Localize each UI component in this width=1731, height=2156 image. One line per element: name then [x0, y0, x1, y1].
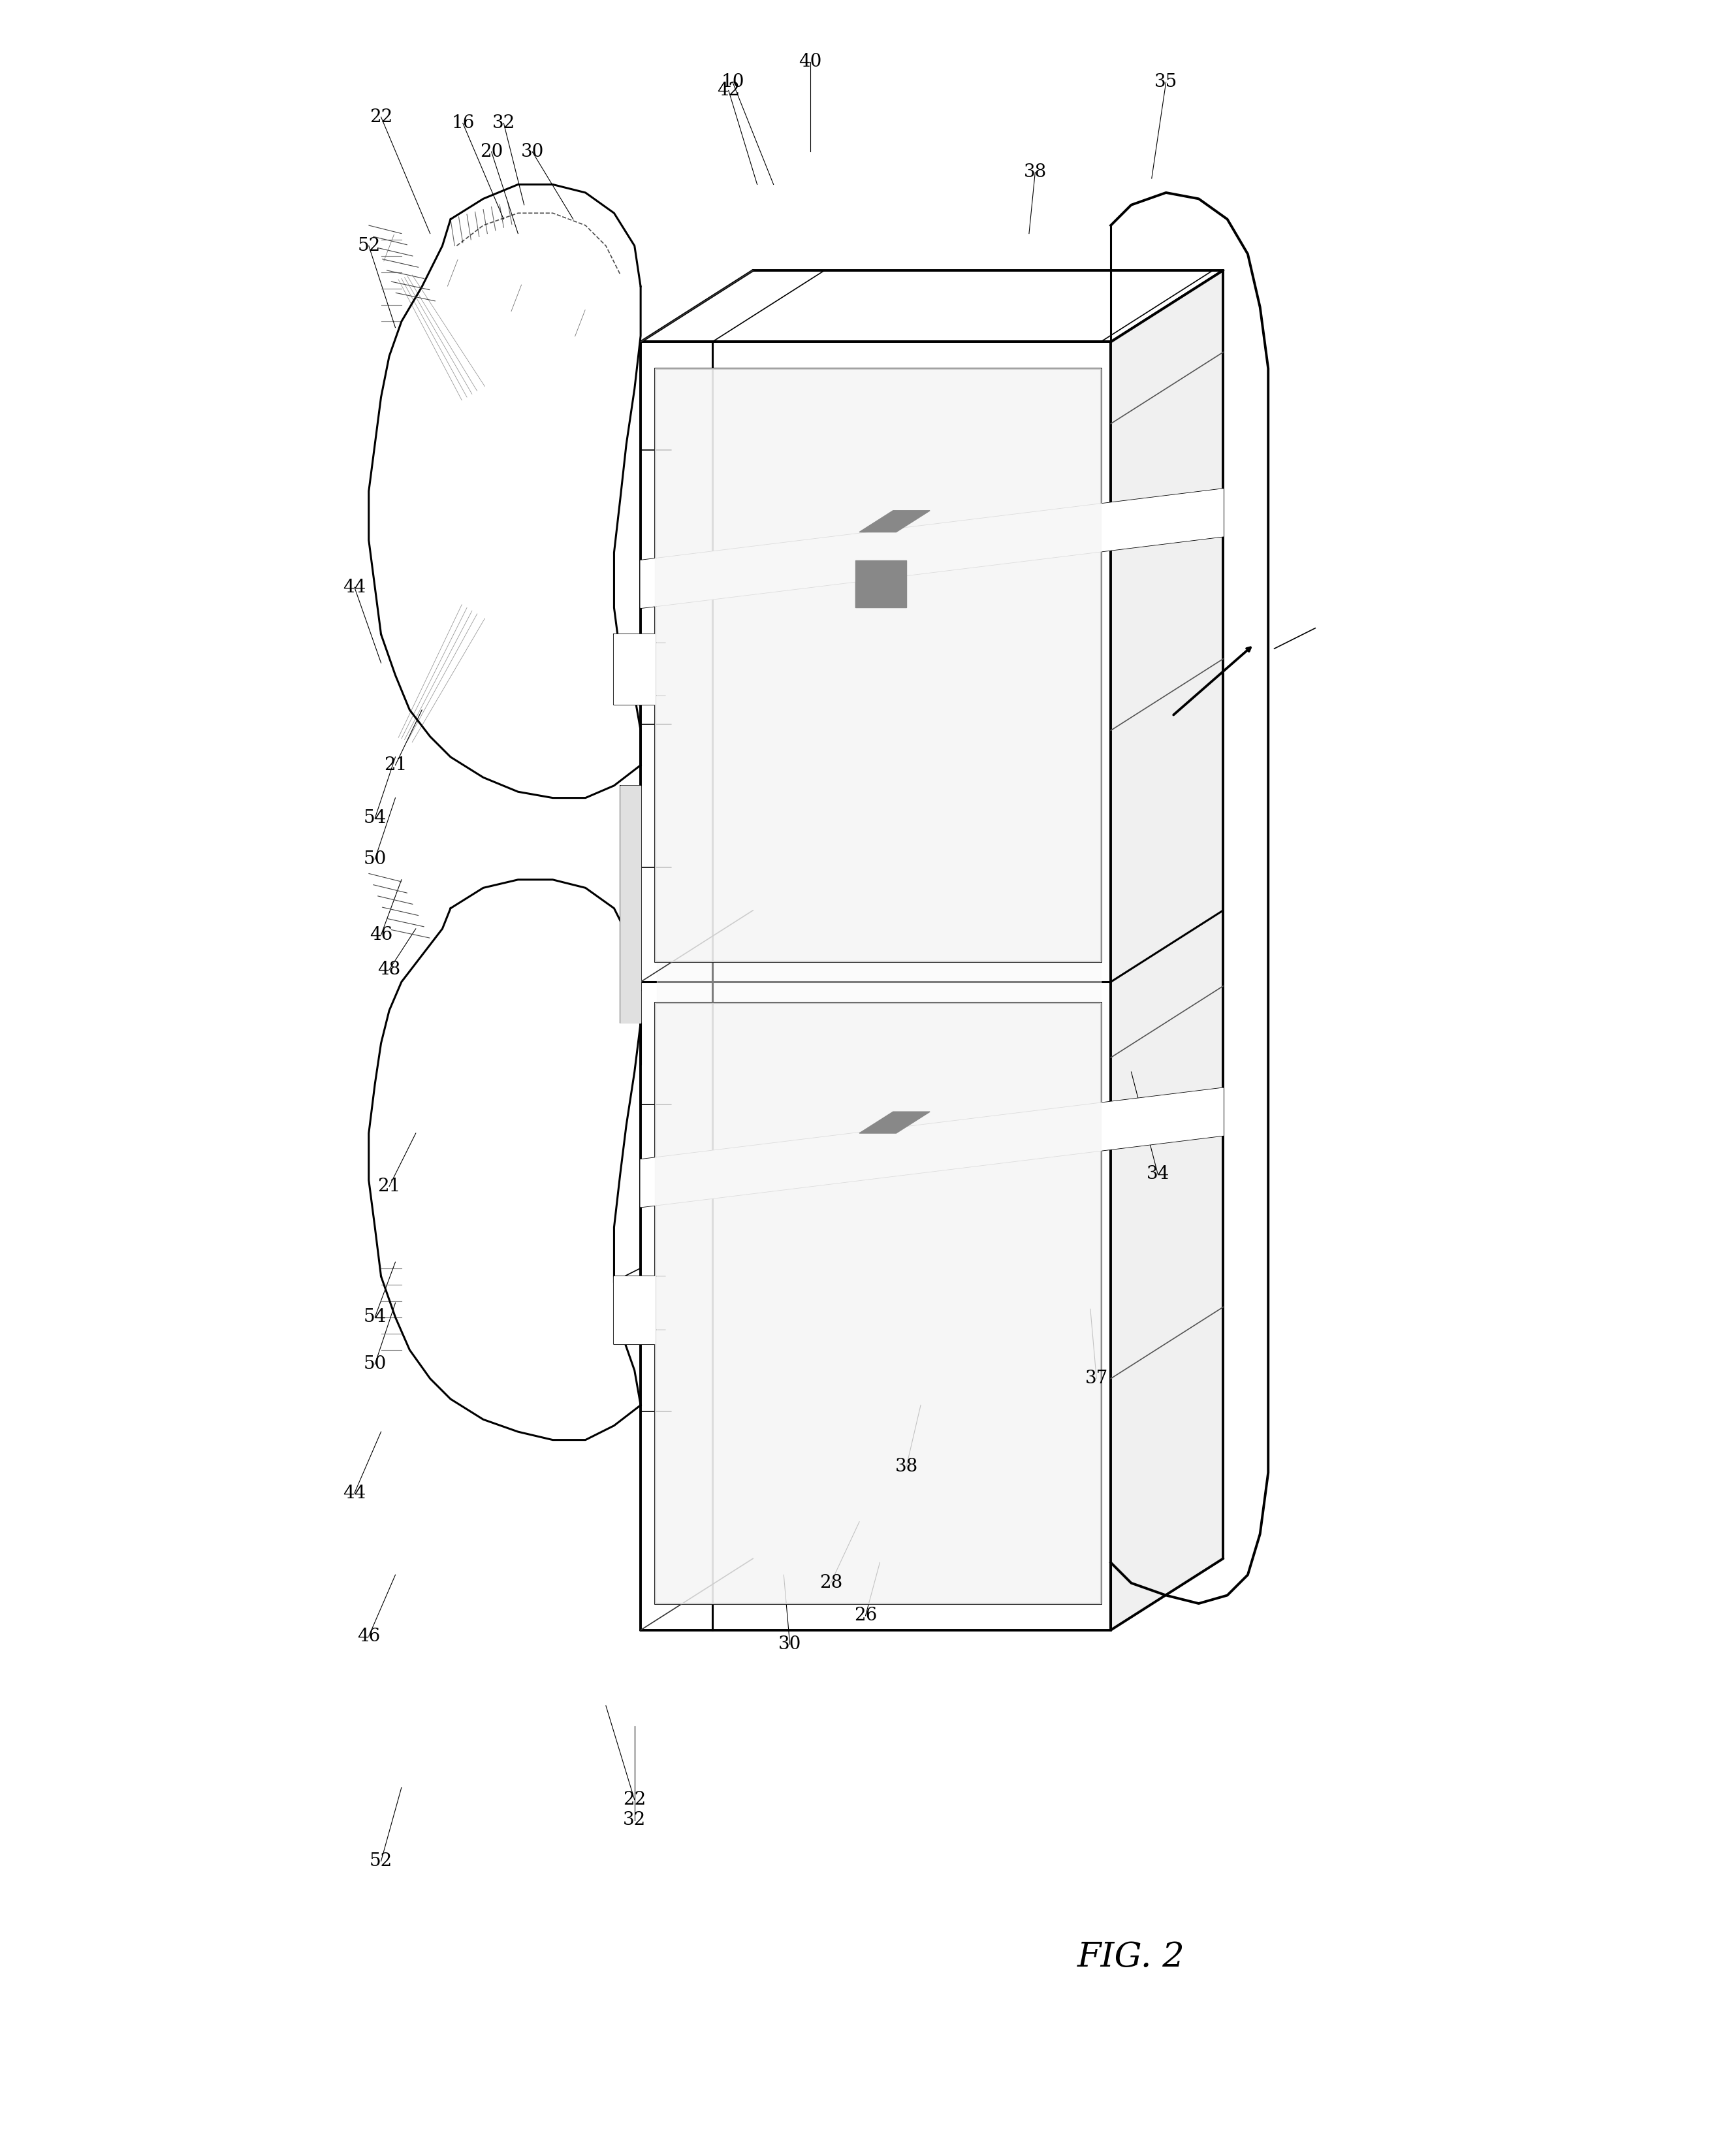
Text: 21: 21 [384, 757, 407, 774]
Text: 38: 38 [1023, 164, 1047, 181]
Text: 54: 54 [364, 1309, 386, 1326]
Text: 22: 22 [623, 1792, 646, 1809]
Text: 54: 54 [364, 809, 386, 828]
Polygon shape [654, 369, 1101, 962]
Text: 30: 30 [779, 1636, 801, 1654]
Polygon shape [615, 1276, 654, 1343]
Text: 30: 30 [521, 142, 544, 160]
Text: 46: 46 [369, 927, 393, 944]
Text: 22: 22 [369, 108, 393, 125]
Text: 40: 40 [798, 54, 822, 71]
Polygon shape [620, 785, 640, 1022]
Polygon shape [859, 1112, 930, 1134]
Polygon shape [640, 1089, 1224, 1207]
Text: FIG. 2: FIG. 2 [1077, 1940, 1186, 1975]
Polygon shape [615, 634, 654, 703]
Text: 34: 34 [1146, 1164, 1170, 1184]
Text: 10: 10 [722, 73, 744, 91]
Text: 37: 37 [1085, 1369, 1108, 1388]
Polygon shape [654, 1003, 1101, 1604]
Text: 52: 52 [357, 237, 381, 254]
Text: 38: 38 [895, 1457, 917, 1475]
Polygon shape [859, 511, 930, 533]
Text: 46: 46 [357, 1628, 381, 1645]
Text: 44: 44 [343, 578, 365, 595]
Text: 50: 50 [364, 1356, 386, 1373]
Text: 48: 48 [377, 962, 400, 979]
Text: 32: 32 [623, 1811, 646, 1828]
Text: 21: 21 [377, 1177, 402, 1194]
Text: 35: 35 [1155, 73, 1177, 91]
Polygon shape [855, 561, 907, 608]
Text: 16: 16 [452, 114, 474, 132]
Text: 52: 52 [369, 1852, 393, 1869]
Text: 28: 28 [819, 1574, 843, 1591]
Text: 26: 26 [853, 1606, 878, 1626]
Text: 44: 44 [343, 1483, 365, 1503]
Polygon shape [640, 489, 1224, 608]
Text: 42: 42 [717, 82, 741, 99]
Text: 20: 20 [479, 142, 504, 160]
Text: 50: 50 [364, 849, 386, 869]
Polygon shape [1111, 270, 1224, 1630]
Polygon shape [658, 369, 1101, 1604]
Polygon shape [640, 343, 1111, 1630]
Text: 32: 32 [492, 114, 516, 132]
Polygon shape [640, 270, 1224, 343]
